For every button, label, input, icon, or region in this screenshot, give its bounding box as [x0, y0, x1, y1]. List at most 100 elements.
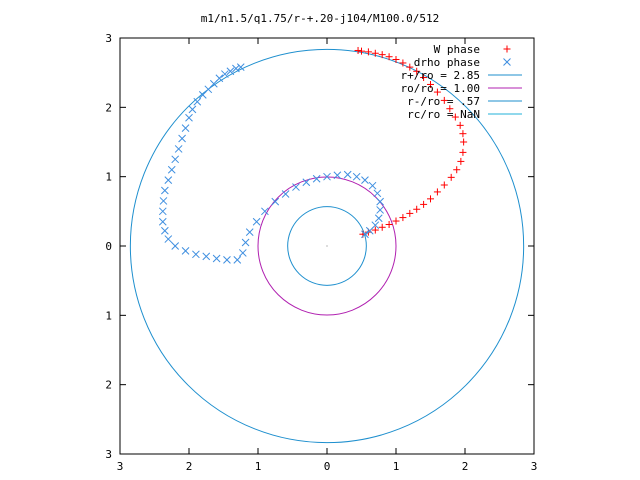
legend-entry: drho phase: [414, 56, 511, 69]
drho-phase-point: [361, 176, 369, 184]
series-w-phase: [354, 46, 468, 238]
drho-phase-point: [271, 197, 280, 206]
drho-phase-point: [192, 250, 200, 259]
w-phase-point: [413, 67, 421, 75]
w-phase-point: [427, 80, 434, 88]
drho-phase-point: [215, 74, 224, 83]
drho-phase-point: [252, 217, 261, 226]
drho-phase-point: [236, 63, 245, 71]
legend-label: r+/ro = 2.85: [401, 69, 480, 82]
legend-entry: W phase: [434, 43, 511, 56]
x-tick-label: 1: [255, 460, 262, 473]
drho-phase-point: [178, 134, 186, 143]
chart-title: m1/n1.5/q1.75/r-+.20-j104/M100.0/512: [201, 12, 439, 25]
drho-phase-point: [167, 165, 176, 174]
legend-symbol-x: [503, 58, 511, 66]
w-phase-point: [406, 209, 414, 217]
legend-entry: r+/ro = 2.85: [401, 69, 522, 82]
drho-phase-point: [352, 172, 361, 181]
w-phase-point: [460, 138, 468, 146]
legend-label: rc/ro = NaN: [407, 108, 480, 121]
y-tick-label: 1: [105, 171, 112, 184]
drho-phase-point: [223, 256, 231, 264]
drho-phase-point: [245, 228, 254, 236]
x-tick-label: 2: [462, 460, 469, 473]
legend-entry: rc/ro = NaN: [407, 108, 522, 121]
drho-phase-point: [164, 176, 173, 184]
drho-phase-point: [164, 235, 173, 243]
w-phase-point: [385, 53, 393, 61]
drho-phase-point: [160, 186, 169, 195]
legend-label: r-/ro = .57: [407, 95, 480, 108]
drho-phase-point: [185, 113, 193, 122]
w-phase-point: [453, 166, 461, 174]
legend-label: W phase: [434, 43, 480, 56]
w-phase-point: [433, 88, 441, 96]
drho-phase-point: [261, 207, 269, 216]
legend-entry: ro/ro = 1.00: [401, 82, 522, 95]
w-phase-point: [371, 49, 379, 57]
w-phase-point: [358, 47, 365, 55]
drho-phase-point: [323, 172, 331, 181]
w-phase-point: [447, 173, 455, 181]
w-phase-point: [459, 130, 467, 138]
w-phase-point: [440, 181, 448, 189]
w-phase-point: [406, 63, 414, 71]
drho-phase-point: [171, 155, 180, 164]
x-tick-label: 2: [186, 460, 193, 473]
data-series: [158, 46, 468, 264]
w-phase-point: [354, 46, 362, 54]
drho-phase-point: [181, 124, 190, 132]
drho-phase-point: [361, 230, 369, 239]
w-phase-point: [413, 205, 421, 213]
y-tick-label: 2: [105, 101, 112, 114]
w-phase-point: [457, 157, 465, 165]
w-phase-point: [364, 48, 372, 56]
x-tick-label: 1: [393, 460, 400, 473]
drho-phase-point: [233, 256, 242, 264]
w-phase-point: [433, 188, 441, 196]
drho-phase-point: [376, 206, 384, 214]
drho-phase-point: [373, 189, 382, 198]
drho-phase-point: [292, 183, 300, 191]
w-phase-point: [378, 223, 386, 231]
origin-dot: [326, 245, 328, 247]
w-phase-point: [451, 113, 459, 121]
drho-phase-point: [160, 226, 169, 235]
series-drho-phase: [158, 63, 384, 264]
w-phase-point: [371, 226, 379, 234]
drho-phase-point: [188, 105, 197, 114]
x-tick-label: 3: [117, 460, 124, 473]
drho-phase-point: [171, 242, 180, 250]
y-tick-label: 3: [105, 448, 112, 461]
x-tick-label: 3: [531, 460, 538, 473]
w-phase-point: [392, 217, 400, 225]
drho-phase-point: [238, 249, 247, 257]
w-phase-point: [392, 55, 400, 63]
drho-phase-point: [281, 190, 290, 198]
drho-phase-point: [212, 254, 221, 263]
circle-r-ro: [129, 48, 525, 444]
drho-phase-point: [232, 64, 240, 73]
drho-phase-point: [374, 214, 383, 223]
drho-phase-point: [158, 207, 167, 216]
w-phase-point: [385, 221, 393, 229]
drho-phase-point: [241, 238, 250, 247]
drho-phase-point: [312, 174, 321, 183]
drho-phase-point: [333, 171, 342, 180]
w-phase-point: [459, 148, 467, 156]
y-tick-label: 0: [105, 240, 112, 253]
drho-phase-point: [302, 178, 311, 187]
drho-phase-point: [368, 181, 377, 190]
y-tick-label: 2: [105, 379, 112, 392]
w-phase-point: [446, 105, 454, 113]
w-phase-point: [420, 200, 428, 208]
y-tick-label: 3: [105, 32, 112, 45]
drho-phase-point: [158, 217, 167, 226]
drho-phase-point: [181, 246, 190, 255]
w-phase-point: [456, 121, 464, 129]
reference-circles: [129, 48, 525, 444]
legend-label: drho phase: [414, 56, 480, 69]
